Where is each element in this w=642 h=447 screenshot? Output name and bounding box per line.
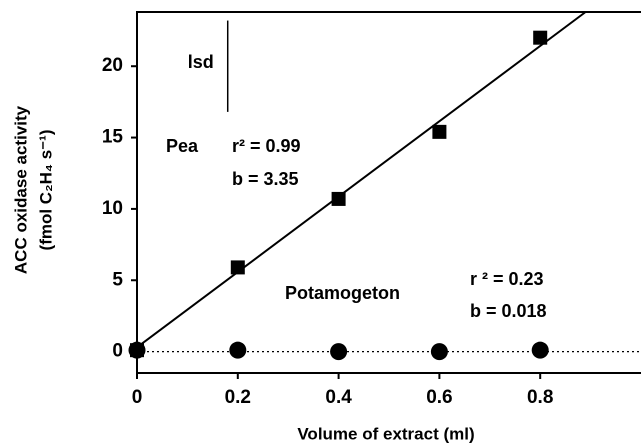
data-point [229, 341, 247, 359]
y-axis-label: ACC oxidase activity [11, 105, 30, 274]
x-tick-label: 0.8 [527, 387, 553, 408]
annotation: b = 3.35 [232, 169, 299, 189]
annotation: r² = 0.99 [232, 136, 301, 156]
y-tick-label: 20 [102, 55, 123, 76]
x-tick-label: 0.4 [325, 387, 352, 408]
y-tick-label: 15 [102, 127, 124, 148]
series-label: Potamogeton [285, 283, 400, 303]
x-axis-label: Volume of extract (ml) [297, 424, 474, 443]
data-point [331, 191, 346, 206]
y-axis-label: (fmol C₂H₄ s⁻¹) [36, 130, 55, 251]
data-point [430, 343, 448, 361]
axis-frame [136, 11, 641, 374]
x-tick-label: 0.6 [426, 387, 452, 408]
x-tick-label: 0.2 [225, 387, 251, 408]
lsd-label: lsd [188, 52, 214, 72]
data-point [330, 343, 348, 361]
y-tick-label: 0 [112, 341, 123, 362]
data-point [432, 124, 447, 139]
fit-line [136, 11, 587, 349]
data-point [533, 30, 548, 45]
y-tick-label: 10 [102, 198, 123, 219]
annotation: r ² = 0.23 [470, 269, 544, 289]
y-tick-label: 5 [112, 269, 123, 290]
x-tick-label: 0 [132, 387, 143, 408]
data-point [531, 341, 549, 359]
data-point [230, 260, 245, 275]
series-label: Pea [166, 136, 199, 156]
annotation: b = 0.018 [470, 301, 547, 321]
data-point [128, 341, 146, 359]
